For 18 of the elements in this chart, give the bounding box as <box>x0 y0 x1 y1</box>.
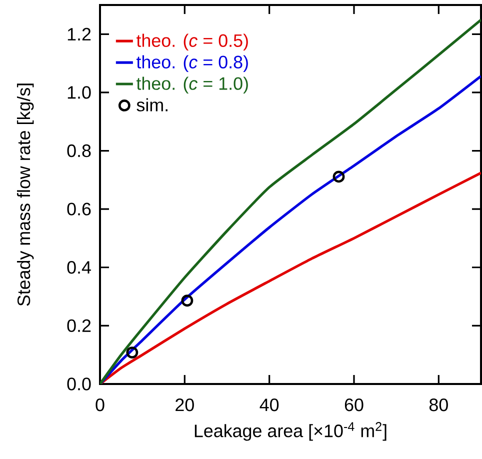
y-tick-label: 0.4 <box>67 261 91 274</box>
legend-label: theo. (c = 0.8) <box>136 55 248 72</box>
x-tick-label: 0 <box>96 398 104 412</box>
x-tick-label: 40 <box>260 398 279 412</box>
y-tick-label: 0.8 <box>67 144 91 158</box>
y-tick-label: 1.2 <box>68 28 91 40</box>
y-tick-label: 0.6 <box>67 202 91 216</box>
y-axis-title: Steady mass flow rate [kg/s] <box>16 84 34 306</box>
y-tick-label: 0.0 <box>67 378 91 390</box>
y-tick-label: 1.0 <box>68 86 91 99</box>
legend-label: theo. (c = 1.0) <box>136 76 248 94</box>
legend-label: theo. (c = 0.5) <box>136 34 248 51</box>
x-axis-title: Leakage area [×10$^{-4}$ m$^{2}$] <box>194 422 386 441</box>
x-tick-label: 60 <box>344 398 364 412</box>
x-tick-label: 80 <box>429 398 448 412</box>
legend-label: sim. <box>136 98 168 112</box>
y-tick-label: 0.2 <box>67 319 91 332</box>
x-tick-label: 20 <box>176 398 194 412</box>
